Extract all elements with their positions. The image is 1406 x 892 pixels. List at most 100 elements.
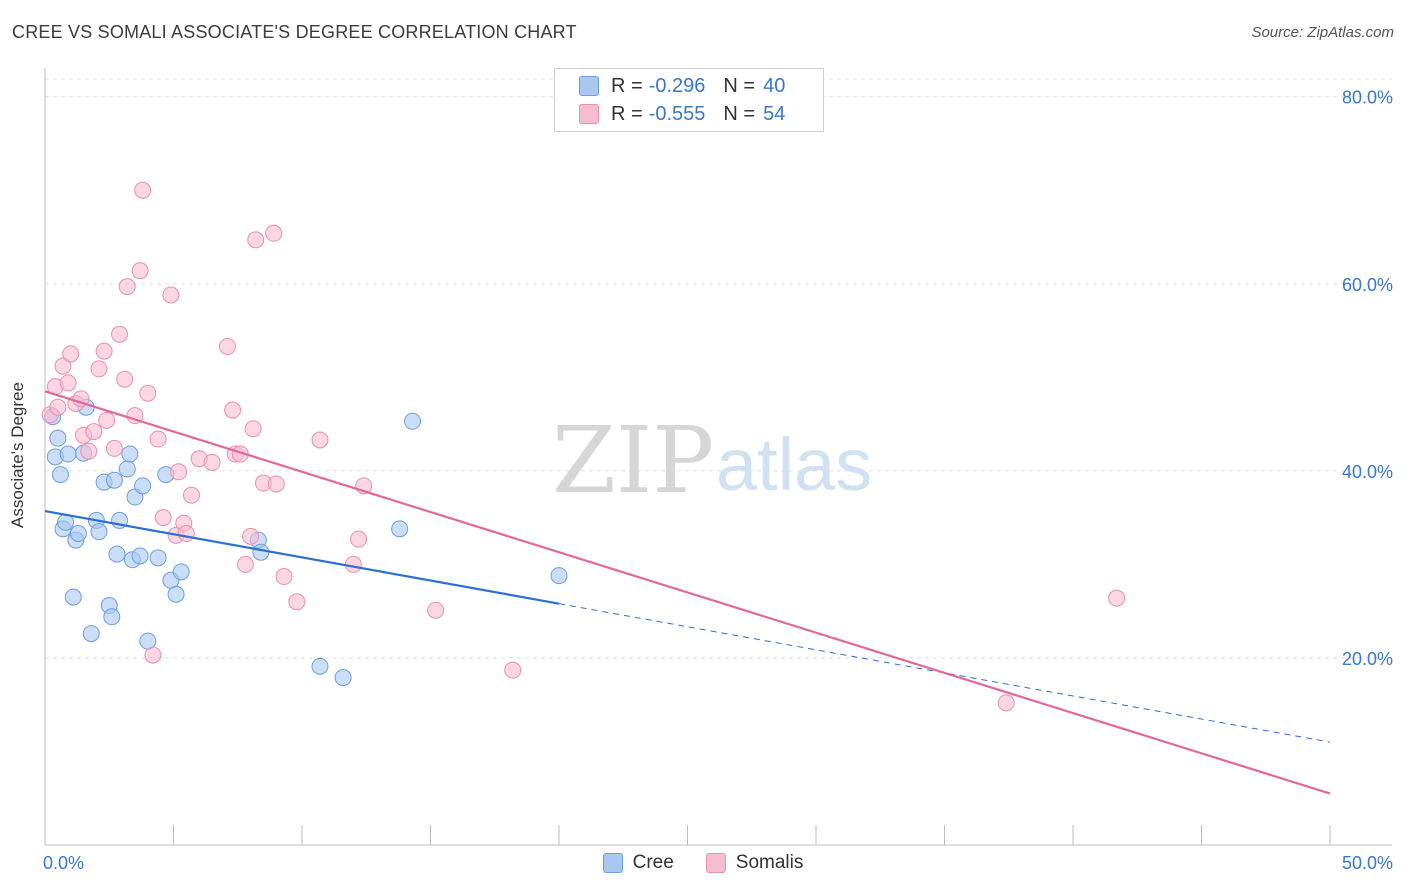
somalis-point: [288, 593, 306, 611]
somalis-point: [59, 374, 77, 392]
somalis-point: [98, 411, 116, 429]
somalis-point: [275, 568, 293, 586]
somalis-point: [80, 442, 98, 460]
y-axis-label: Associate's Degree: [8, 382, 27, 528]
somalis-point: [427, 601, 445, 619]
somalis-point: [344, 555, 362, 573]
somalis-point: [149, 430, 167, 448]
trend-lines: [44, 390, 1331, 795]
cree-point: [103, 608, 121, 626]
legend-swatch-cree: [579, 76, 599, 96]
somalis-point: [95, 342, 113, 360]
cree-point: [90, 523, 108, 541]
somalis-point: [62, 345, 80, 363]
x-tick-label: 50.0%: [1342, 853, 1393, 873]
cree-point: [149, 549, 167, 567]
somalis-point: [144, 646, 162, 664]
y-tick-label: 60.0%: [1342, 275, 1393, 295]
cree-point: [172, 563, 190, 581]
somalis-point: [162, 286, 180, 304]
legend-row-cree: R = -0.296 N = 40: [579, 74, 785, 98]
legend-r-label: R =: [611, 74, 643, 97]
y-tick-label: 40.0%: [1342, 462, 1393, 482]
watermark-zip: ZIP: [552, 407, 714, 514]
legend-item-cree[interactable]: Cree: [602, 852, 674, 874]
somalis-point: [139, 384, 157, 402]
cree-point: [49, 429, 67, 447]
somalis-point: [265, 224, 283, 242]
somalis-point: [54, 357, 72, 375]
cree-point: [51, 466, 69, 484]
cree-point: [108, 545, 126, 563]
legend-r-value: -0.555: [648, 102, 706, 125]
legend-swatch-somalis: [579, 104, 599, 124]
cree-point: [131, 547, 149, 565]
cree-trend-extension: [558, 603, 1331, 743]
somalis-point: [244, 420, 262, 438]
somalis-point: [997, 694, 1015, 712]
cree-point: [118, 460, 136, 478]
somalis-point: [218, 337, 236, 355]
somalis-point: [118, 278, 136, 296]
watermark-atlas: atlas: [716, 423, 872, 506]
somalis-point: [1108, 589, 1126, 607]
somalis-point: [170, 463, 188, 481]
tick-labels: 20.0% 40.0% 60.0% 80.0% 0.0% 50.0%: [43, 88, 1393, 873]
somalis-point: [90, 360, 108, 378]
legend-r-value: -0.296: [648, 74, 706, 97]
somalis-point: [350, 530, 368, 548]
cree-point: [334, 669, 352, 687]
y-tick-label: 80.0%: [1342, 88, 1393, 108]
y-tick-label: 20.0%: [1342, 649, 1393, 669]
legend-label-somalis: Somalis: [735, 852, 804, 873]
somalis-point: [203, 453, 221, 471]
watermark: ZIP atlas: [552, 407, 872, 514]
cree-point: [134, 477, 152, 495]
axes: [44, 68, 1392, 846]
correlation-legend: R = -0.296 N = 40 R = -0.555 N = 54: [554, 68, 824, 132]
legend-n-value: 40: [763, 74, 786, 97]
somalis-point: [182, 486, 200, 504]
somalis-point: [267, 475, 285, 493]
legend-swatch-somalis: [705, 853, 726, 873]
cree-point: [69, 525, 87, 543]
cree-point: [121, 445, 139, 463]
cree-point: [167, 585, 185, 603]
somalis-point: [154, 509, 172, 527]
somalis-point: [111, 325, 129, 343]
legend-item-somalis[interactable]: Somalis: [705, 852, 804, 874]
cree-point: [550, 567, 568, 585]
somalis-point: [242, 527, 260, 545]
x-tick-label: 0.0%: [43, 853, 84, 873]
legend-n-label: N =: [723, 102, 756, 125]
somalis-point: [311, 431, 329, 449]
somalis-point: [247, 231, 265, 249]
series-legend: Cree Somalis: [0, 852, 1406, 874]
somalis-point: [131, 262, 149, 280]
legend-n-label: N =: [723, 74, 756, 97]
chart-title: CREE VS SOMALI ASSOCIATE'S DEGREE CORREL…: [12, 22, 577, 42]
cree-point: [82, 625, 100, 643]
cree-point: [311, 657, 329, 675]
y-axis-label-wrap: Associate's Degree: [8, 382, 28, 528]
somalis-point: [85, 423, 103, 441]
data-points: [41, 181, 1126, 712]
cree-point: [64, 588, 82, 606]
somalis-point: [504, 661, 522, 679]
somalis-point: [134, 181, 152, 199]
legend-n-value: 54: [763, 102, 786, 125]
cree-point: [391, 520, 409, 538]
somalis-point: [236, 555, 254, 573]
legend-r-label: R =: [611, 102, 643, 125]
somalis-point: [177, 525, 195, 543]
legend-label-cree: Cree: [632, 852, 674, 873]
somalis-point: [105, 439, 123, 457]
chart-source: Source: ZipAtlas.com: [1251, 24, 1394, 41]
cree-trend-line: [44, 509, 560, 605]
somalis-point: [116, 370, 134, 388]
somalis-point: [49, 398, 67, 416]
somalis-point: [224, 401, 242, 419]
cree-point: [404, 412, 422, 430]
cree-point: [105, 471, 123, 489]
